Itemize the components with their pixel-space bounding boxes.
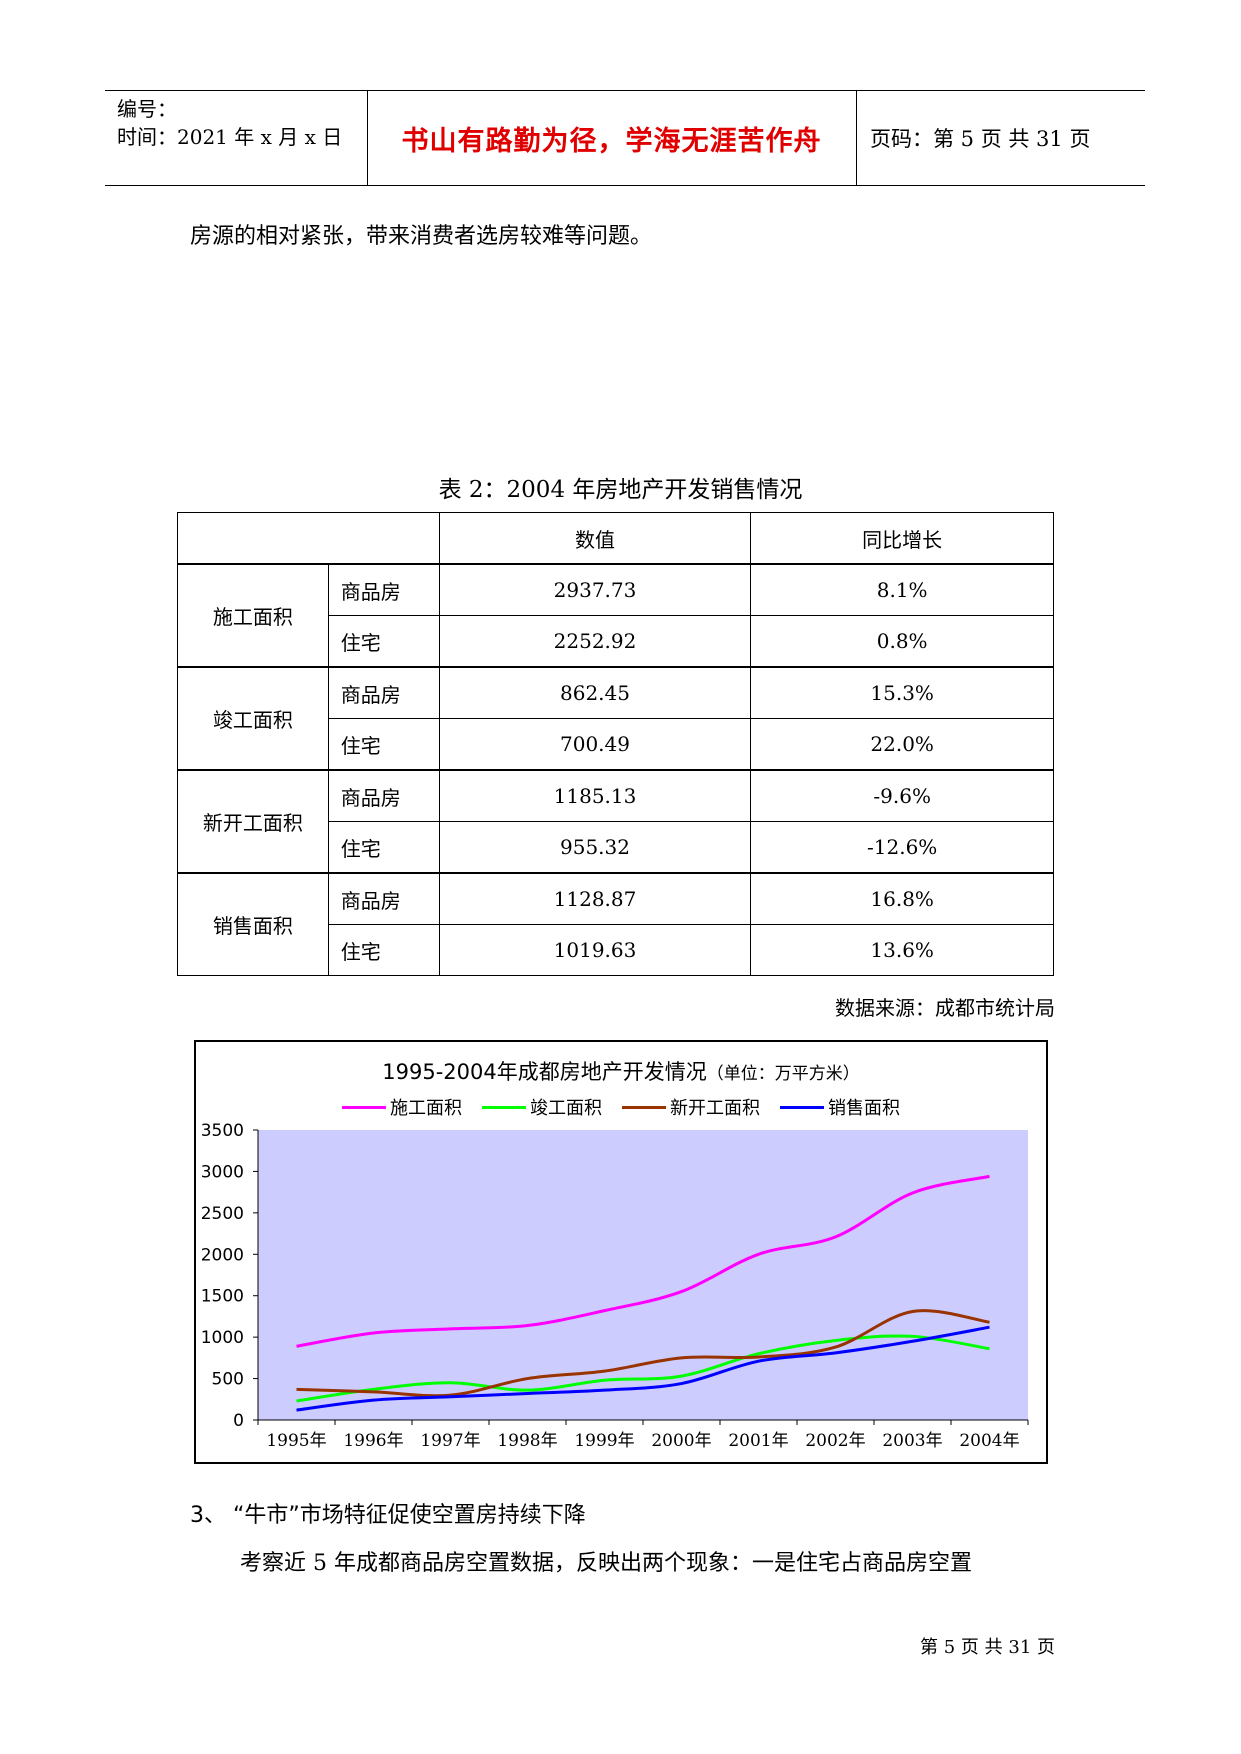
legend-label: 竣工面积 <box>530 1098 602 1119</box>
x-tick-label: 2001年 <box>728 1431 788 1451</box>
x-tick-label: 2000年 <box>651 1431 711 1451</box>
header-value: 数值 <box>438 512 752 565</box>
row-growth: -9.6% <box>750 769 1054 822</box>
page-info: 页码：第 5 页 共 31 页 <box>870 127 1091 151</box>
x-tick-label: 1998年 <box>497 1431 557 1451</box>
y-tick-label: 1000 <box>201 1328 244 1348</box>
table-caption: 表 2：2004 年房地产开发销售情况 <box>438 477 803 503</box>
page-header: 编号： 时间：2021 年 x 月 x 日 书山有路勤为径，学海无涯苦作舟 页码… <box>105 90 1145 186</box>
table-header-row: 数值 同比增长 <box>177 512 1054 565</box>
row-growth: 15.3% <box>750 666 1054 719</box>
header-left-cell: 编号： 时间：2021 年 x 月 x 日 <box>105 91 368 185</box>
row-type: 商品房 <box>327 872 440 925</box>
row-value: 1185.13 <box>438 769 752 822</box>
row-type: 住宅 <box>327 821 440 874</box>
line-chart: 0 500 1000 1500 2000 2500 3000 3500 1995年 1996年 19… <box>194 1040 1048 1464</box>
x-tick-label: 2002年 <box>805 1431 865 1451</box>
group-name: 销售面积 <box>177 872 329 976</box>
section-paragraph: 考察近 5 年成都商品房空置数据，反映出两个现象：一是住宅占商品房空置 <box>240 1551 972 1576</box>
page-footer: 第 5 页 共 31 页 <box>920 1637 1055 1658</box>
header-right-cell: 页码：第 5 页 共 31 页 <box>856 91 1145 185</box>
table-row: 住宅 1019.63 13.6% <box>178 924 1054 976</box>
row-type: 商品房 <box>327 666 440 719</box>
legend-item: 竣工面积 <box>482 1094 602 1120</box>
chart-legend: 施工面积 竣工面积 新开工面积 销售面积 <box>196 1094 1046 1120</box>
legend-swatch <box>482 1105 526 1109</box>
row-growth: 22.0% <box>750 718 1054 771</box>
series-line <box>296 1325 990 1412</box>
table-row: 竣工面积 商品房 862.45 15.3% <box>177 666 1054 771</box>
group-name: 施工面积 <box>177 563 329 668</box>
intro-paragraph: 房源的相对紧张，带来消费者选房较难等问题。 <box>190 224 653 249</box>
plot-area <box>258 1130 1028 1420</box>
group-name: 新开工面积 <box>177 769 329 874</box>
legend-swatch <box>780 1105 824 1109</box>
table-row: 住宅 2252.92 0.8% <box>178 615 1054 668</box>
chart-unit: （单位：万平方米） <box>706 1064 860 1084</box>
group-name: 竣工面积 <box>177 666 329 771</box>
chart-title: 1995-2004年成都房地产开发情况（单位：万平方米） <box>196 1056 1046 1086</box>
table-row: 施工面积 商品房 2937.73 8.1% <box>177 563 1054 668</box>
row-growth: -12.6% <box>750 821 1054 874</box>
y-tick-label: 2000 <box>201 1245 244 1265</box>
y-tick-label: 0 <box>233 1411 244 1431</box>
x-tick-label: 1995年 <box>266 1431 326 1451</box>
row-value: 862.45 <box>438 666 752 719</box>
table-row: 销售面积 商品房 1128.87 16.8% <box>177 872 1054 976</box>
number-label: 编号： <box>117 97 177 121</box>
legend-swatch <box>342 1105 386 1109</box>
legend-label: 施工面积 <box>390 1098 462 1119</box>
data-source: 数据来源：成都市统计局 <box>835 996 1055 1020</box>
header-growth: 同比增长 <box>750 512 1054 565</box>
row-growth: 8.1% <box>750 563 1054 616</box>
legend-label: 新开工面积 <box>670 1098 760 1119</box>
row-value: 2937.73 <box>438 563 752 616</box>
row-growth: 13.6% <box>750 924 1054 976</box>
chart-title-text: 1995-2004年成都房地产开发情况 <box>382 1060 707 1084</box>
row-type: 住宅 <box>327 718 440 771</box>
y-tick-label: 3000 <box>201 1162 244 1182</box>
x-tick-label: 1999年 <box>574 1431 634 1451</box>
row-growth: 16.8% <box>750 872 1054 925</box>
section-heading: 3、 “牛市”市场特征促使空置房持续下降 <box>190 1503 586 1528</box>
row-value: 955.32 <box>438 821 752 874</box>
series-line <box>296 1309 990 1398</box>
x-tick-label: 1997年 <box>420 1431 480 1451</box>
series-line <box>296 1174 990 1348</box>
table-row: 新开工面积 商品房 1185.13 -9.6% <box>177 769 1054 874</box>
time-label: 时间：2021 年 x 月 x 日 <box>117 125 343 149</box>
y-tick-label: 1500 <box>201 1287 244 1307</box>
row-type: 商品房 <box>327 769 440 822</box>
series-line <box>296 1334 990 1403</box>
x-tick-label: 1996年 <box>343 1431 403 1451</box>
legend-item: 施工面积 <box>342 1094 462 1120</box>
data-table: 数值 同比增长 施工面积 商品房 2937.73 8.1% 住宅 2252.92… <box>177 512 1054 976</box>
row-type: 住宅 <box>327 615 440 668</box>
header-motto-cell: 书山有路勤为径，学海无涯苦作舟 <box>367 91 857 185</box>
x-tick-label: 2003年 <box>882 1431 942 1451</box>
row-type: 住宅 <box>327 924 440 976</box>
y-tick-label: 2500 <box>201 1204 244 1224</box>
x-tick-label: 2004年 <box>959 1431 1019 1451</box>
y-tick-label: 500 <box>212 1370 244 1390</box>
legend-swatch <box>622 1105 666 1109</box>
legend-item: 销售面积 <box>780 1094 900 1120</box>
motto: 书山有路勤为径，学海无涯苦作舟 <box>401 126 822 157</box>
row-type: 商品房 <box>327 563 440 616</box>
legend-item: 新开工面积 <box>622 1094 760 1120</box>
table-corner-cell <box>177 512 440 565</box>
row-value: 1128.87 <box>438 872 752 925</box>
table-row: 住宅 955.32 -12.6% <box>178 821 1054 874</box>
row-value: 2252.92 <box>438 615 752 668</box>
row-value: 700.49 <box>438 718 752 771</box>
row-growth: 0.8% <box>750 615 1054 668</box>
y-tick-label: 3500 <box>201 1121 244 1141</box>
legend-label: 销售面积 <box>828 1098 900 1119</box>
row-value: 1019.63 <box>438 924 752 976</box>
chart-plot: 0 500 1000 1500 2000 2500 3000 3500 1995年 1996年 19… <box>201 1121 1029 1451</box>
